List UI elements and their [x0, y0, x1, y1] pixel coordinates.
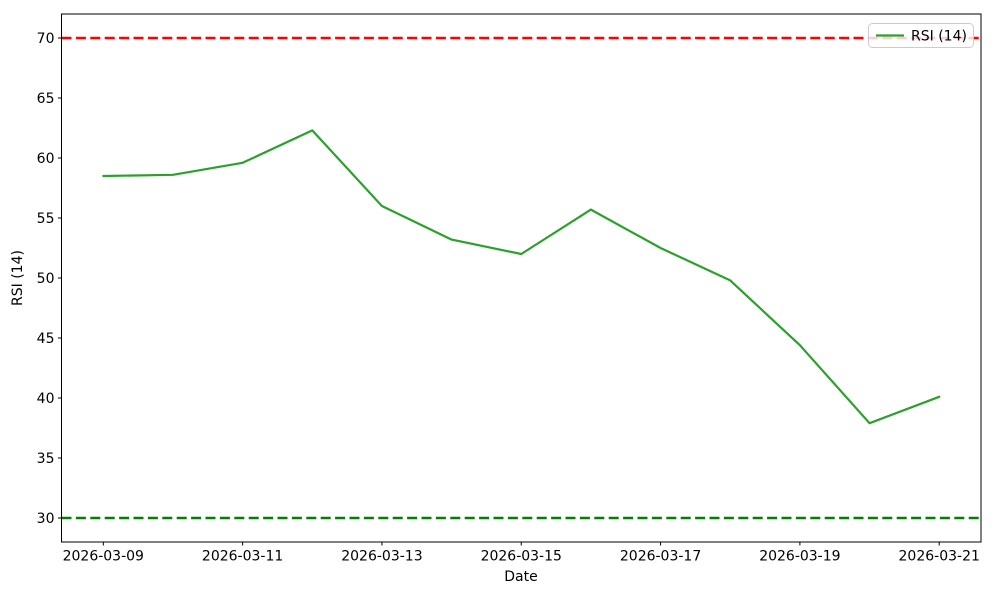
y-axis-label: RSI (14) — [10, 250, 26, 306]
rsi-series-line — [102, 129, 941, 425]
x-tick-label: 2026-03-21 — [899, 549, 980, 565]
x-tick-label: 2026-03-11 — [202, 549, 283, 565]
x-tick-label: 2026-03-09 — [63, 549, 144, 565]
y-tick-label: 50 — [37, 271, 55, 287]
y-tick-label: 70 — [37, 31, 55, 47]
x-tick-label: 2026-03-15 — [481, 549, 562, 565]
y-tick-label: 40 — [37, 391, 55, 407]
x-tick-label: 2026-03-17 — [620, 549, 701, 565]
legend-label: RSI (14) — [911, 29, 967, 45]
y-tick-label: 35 — [37, 451, 55, 467]
y-tick-label: 60 — [37, 151, 55, 167]
y-tick-label: 55 — [37, 211, 55, 227]
legend-box — [868, 23, 974, 48]
plot-area: 30 35 40 45 50 55 60 65 70 2026-03-09 2026-03-11 20… — [37, 13, 982, 565]
x-tick-label: 2026-03-19 — [759, 549, 840, 565]
y-tick-label: 45 — [37, 331, 55, 347]
y-tick-label: 30 — [37, 511, 55, 527]
plot-border — [61, 13, 982, 543]
y-tick-label: 65 — [37, 91, 55, 107]
x-tick-label: 2026-03-13 — [341, 549, 422, 565]
x-axis-label: Date — [504, 569, 537, 585]
legend: RSI (14) — [868, 23, 974, 48]
